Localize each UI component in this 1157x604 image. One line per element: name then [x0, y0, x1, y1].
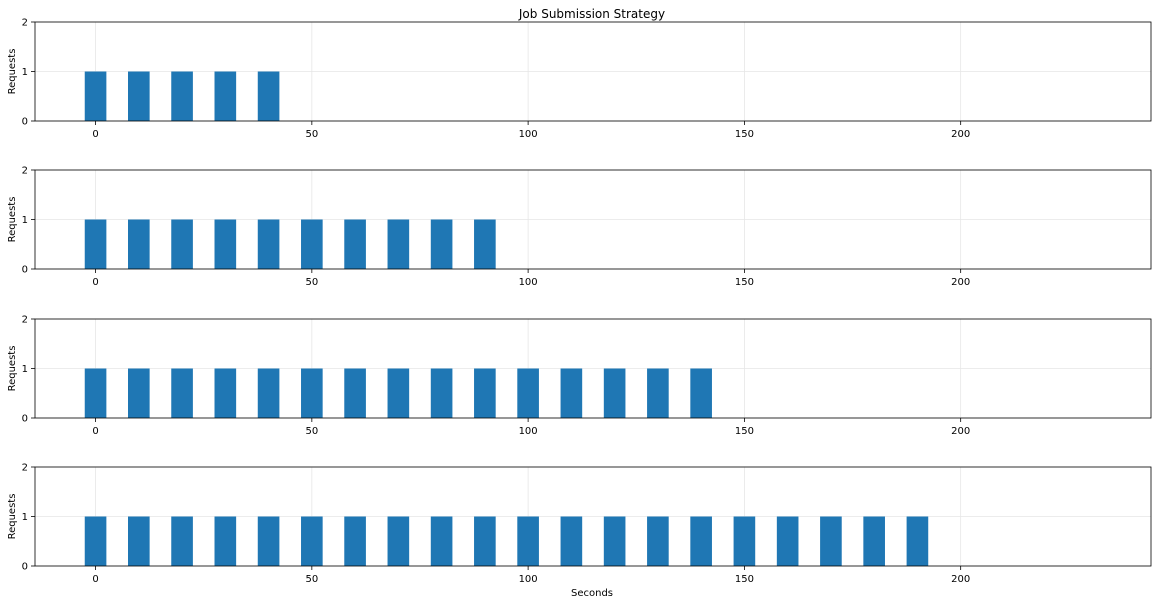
bar — [257, 219, 280, 269]
bar — [128, 368, 150, 418]
bar — [474, 516, 496, 566]
bar — [344, 219, 366, 269]
bar — [474, 368, 496, 418]
x-tick-label: 150 — [735, 574, 754, 585]
bar — [128, 516, 150, 566]
bar — [776, 516, 799, 566]
bar — [257, 71, 280, 121]
x-tick-label: 50 — [305, 277, 318, 288]
x-tick-label: 100 — [519, 277, 538, 288]
x-tick-label: 150 — [735, 277, 754, 288]
x-tick-label: 0 — [92, 426, 98, 437]
bar — [128, 219, 150, 269]
y-tick-label: 2 — [22, 166, 28, 177]
x-tick-label: 0 — [92, 574, 98, 585]
bar — [257, 368, 280, 418]
bar — [387, 219, 410, 269]
x-tick-label: 100 — [519, 129, 538, 140]
bar — [690, 516, 712, 566]
bar — [647, 368, 669, 418]
subplot-1: 0 50 100 150 200 0 1 2 Requests — [7, 18, 1152, 140]
y-tick-label: 0 — [22, 117, 28, 128]
x-tick-label: 0 — [92, 129, 98, 140]
bar — [430, 516, 453, 566]
y-tick-label: 1 — [22, 512, 28, 523]
chart-title: Job Submission Strategy — [518, 7, 665, 21]
bar — [171, 368, 193, 418]
x-tick-label: 200 — [951, 426, 970, 437]
bar — [387, 368, 410, 418]
bar — [603, 368, 626, 418]
x-tick-label: 100 — [519, 426, 538, 437]
bar — [603, 516, 626, 566]
bar — [214, 516, 237, 566]
bar — [128, 71, 150, 121]
bar — [84, 71, 107, 121]
subplot-4: 0 50 100 150 200 0 1 2 Requests — [7, 463, 1152, 585]
bar — [171, 71, 193, 121]
bar — [430, 368, 453, 418]
bar — [820, 516, 842, 566]
y-tick-label: 2 — [22, 18, 28, 29]
x-axis-label: Seconds — [571, 588, 613, 599]
bar — [387, 516, 410, 566]
x-tick-label: 100 — [519, 574, 538, 585]
bar — [517, 516, 539, 566]
bar — [171, 516, 193, 566]
bar — [84, 516, 107, 566]
bar — [560, 516, 583, 566]
y-axis-label: Requests — [7, 49, 18, 95]
x-tick-label: 150 — [735, 426, 754, 437]
x-tick-label: 200 — [951, 129, 970, 140]
bar — [344, 368, 366, 418]
y-axis-label: Requests — [7, 346, 18, 392]
y-axis-label: Requests — [7, 197, 18, 243]
subplot-3: 0 50 100 150 200 0 1 2 Requests — [7, 315, 1152, 437]
bar — [301, 368, 323, 418]
y-tick-label: 2 — [22, 463, 28, 474]
x-tick-label: 50 — [305, 574, 318, 585]
y-tick-label: 0 — [22, 562, 28, 573]
y-tick-label: 0 — [22, 414, 28, 425]
bar — [257, 516, 280, 566]
bar — [863, 516, 885, 566]
bar — [84, 368, 107, 418]
x-tick-label: 50 — [305, 426, 318, 437]
bar — [430, 219, 453, 269]
bar — [171, 219, 193, 269]
x-tick-label: 200 — [951, 574, 970, 585]
x-tick-label: 50 — [305, 129, 318, 140]
bar — [647, 516, 669, 566]
bar — [690, 368, 712, 418]
bar — [84, 219, 107, 269]
x-tick-label: 150 — [735, 129, 754, 140]
bar — [517, 368, 539, 418]
bar — [214, 219, 237, 269]
y-tick-label: 1 — [22, 215, 28, 226]
bar — [906, 516, 929, 566]
y-tick-label: 1 — [22, 364, 28, 375]
bar — [733, 516, 756, 566]
y-tick-label: 1 — [22, 67, 28, 78]
bar — [214, 71, 237, 121]
y-axis-label: Requests — [7, 494, 18, 540]
bar — [560, 368, 583, 418]
bar — [474, 219, 496, 269]
x-tick-label: 200 — [951, 277, 970, 288]
y-tick-label: 2 — [22, 315, 28, 326]
bar — [214, 368, 237, 418]
bar — [301, 219, 323, 269]
bar — [301, 516, 323, 566]
bar — [344, 516, 366, 566]
subplot-2: 0 50 100 150 200 0 1 2 Requests — [7, 166, 1152, 288]
x-tick-label: 0 — [92, 277, 98, 288]
y-tick-label: 0 — [22, 265, 28, 276]
